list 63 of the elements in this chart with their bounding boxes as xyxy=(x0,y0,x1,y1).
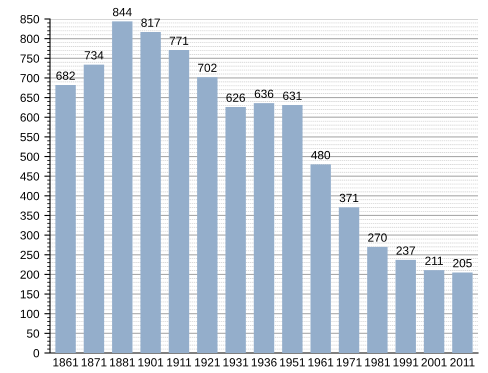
data-label: 480 xyxy=(311,150,330,160)
x-tick-label: 1961 xyxy=(308,358,334,367)
bar xyxy=(168,50,190,353)
y-tick-label: 550 xyxy=(20,132,40,142)
x-tick-label: 1871 xyxy=(82,358,106,367)
bar xyxy=(396,260,416,353)
x-tick-label: 1951 xyxy=(280,358,305,367)
bar xyxy=(112,21,132,353)
y-tick-label: 400 xyxy=(20,192,40,200)
x-tick-label: 2011 xyxy=(450,358,475,367)
bar xyxy=(225,107,246,353)
bar xyxy=(55,85,76,353)
x-tick-label: 1971 xyxy=(336,358,362,367)
x-tick-label: 1911 xyxy=(167,358,192,367)
y-tick-label: 500 xyxy=(20,152,40,161)
data-label: 734 xyxy=(84,51,104,60)
data-label: 844 xyxy=(112,8,132,16)
data-label: 702 xyxy=(198,64,217,72)
data-label: 626 xyxy=(226,94,245,102)
y-tick-label: 450 xyxy=(20,172,40,181)
y-tick-label: 200 xyxy=(20,270,40,279)
data-label: 817 xyxy=(141,18,160,27)
bar xyxy=(254,103,274,353)
y-tick-label: 350 xyxy=(20,212,40,220)
data-label: 682 xyxy=(56,72,75,80)
y-tick-label: 850 xyxy=(20,15,40,24)
y-tick-label: 250 xyxy=(20,250,40,260)
bar xyxy=(367,246,388,353)
y-tick-label: 0 xyxy=(33,349,40,358)
data-label: 270 xyxy=(368,233,387,242)
y-tick-label: 700 xyxy=(20,74,40,82)
bar xyxy=(338,207,360,353)
bar xyxy=(424,270,444,353)
data-label: 237 xyxy=(396,246,415,255)
y-tick-label: 300 xyxy=(20,231,40,240)
y-tick-label: 100 xyxy=(20,310,40,318)
data-label: 771 xyxy=(170,36,188,45)
x-tick-label: 1981 xyxy=(365,358,390,367)
data-label: 371 xyxy=(340,194,358,202)
x-tick-label: 1901 xyxy=(138,358,164,367)
bar xyxy=(452,272,473,353)
bar xyxy=(197,77,218,353)
bar xyxy=(84,64,104,353)
y-tick-label: 750 xyxy=(20,54,40,63)
x-tick-label: 1931 xyxy=(223,358,248,367)
x-tick-label: 1861 xyxy=(53,358,78,367)
data-label: 631 xyxy=(283,92,302,100)
x-tick-label: 1936 xyxy=(252,358,277,367)
y-tick-label: 50 xyxy=(26,329,40,338)
y-tick-label: 150 xyxy=(20,290,40,298)
data-label: 205 xyxy=(453,258,472,268)
bar xyxy=(140,32,161,353)
bar xyxy=(310,164,331,353)
x-tick-label: 1921 xyxy=(195,358,220,367)
x-tick-label: 1991 xyxy=(393,358,418,367)
x-tick-label: 2001 xyxy=(422,358,447,367)
y-tick-label: 600 xyxy=(20,113,40,122)
y-tick-label: 650 xyxy=(20,94,40,102)
data-label: 211 xyxy=(425,256,443,265)
x-tick-label: 1881 xyxy=(110,358,135,367)
y-tick-label: 800 xyxy=(20,34,40,44)
data-label: 636 xyxy=(254,90,274,98)
bar xyxy=(282,105,303,353)
